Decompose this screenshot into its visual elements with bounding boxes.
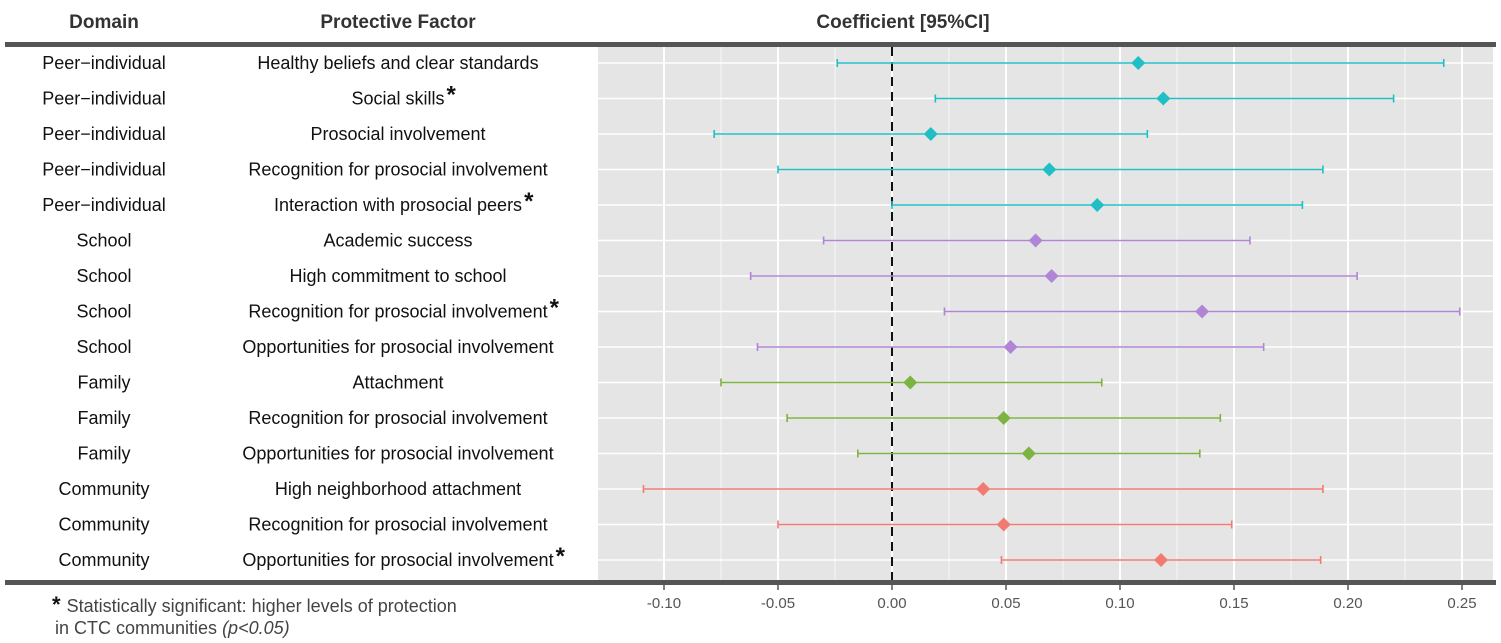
domain-cell: School [76,231,131,251]
factor-cell: Recognition for prosocial involvement [248,408,547,428]
table-row: Peer−individual Interaction with prosocia… [42,188,1304,215]
factor-cell: Recognition for prosocial involvement [248,302,547,322]
top-rule [5,42,1496,47]
point-estimate [923,127,938,141]
domain-cell: Peer−individual [42,53,166,73]
domain-cell: Peer−individual [42,160,166,180]
domain-cell: Family [78,408,131,428]
x-tick-label: 0.15 [1219,595,1248,612]
domain-cell: School [76,337,131,357]
x-axis: -0.10 -0.05 0.00 0.05 0.10 0.15 0.20 0.25 [647,585,1477,612]
point-estimate [996,517,1011,532]
factor-cell: Social skills [351,89,444,109]
x-tick-label: 0.05 [991,595,1020,612]
table-row: Peer−individual Social skills * [42,82,1395,109]
table-row: Peer−individual Recognition for prosocial… [42,160,1324,180]
factor-cell: Attachment [352,373,443,393]
domain-cell: Peer−individual [42,195,166,215]
point-estimate [1154,553,1169,567]
point-estimate [1042,162,1057,177]
x-tick-label: -0.05 [761,595,795,612]
footnote-line2: in CTC communities [55,618,218,638]
table-row: School Recognition for prosocial involvem… [76,295,1461,322]
factor-cell: Recognition for prosocial involvement [248,160,547,180]
x-tick-label: 0.25 [1447,595,1476,612]
factor-cell: Recognition for prosocial involvement [248,515,547,535]
significance-star: * [556,543,566,570]
domain-cell: School [76,302,131,322]
factor-cell: High commitment to school [289,266,506,286]
footnote: * Statistically significant: higher level… [52,594,457,639]
domain-cell: Family [78,373,131,393]
factor-column-header: Protective Factor [320,12,476,33]
table-row: School Academic success [76,231,1251,251]
point-estimate [1131,56,1146,70]
factor-cell: Opportunities for prosocial involvement [242,337,553,357]
factor-cell: Academic success [323,231,472,251]
significance-star: * [550,295,560,322]
significance-star: * [447,82,457,109]
footnote-line1: Statistically significant: higher levels… [66,596,457,616]
coefficient-column-header: Coefficient [95%CI] [816,12,989,33]
table-row: Family Recognition for prosocial involvem… [78,408,1222,428]
table-row: Peer−individual Healthy beliefs and clear… [42,53,1445,73]
point-estimate [996,411,1011,425]
domain-cell: Community [58,550,149,570]
point-estimate [1044,269,1059,283]
point-estimate [1021,446,1036,461]
table-row: Peer−individual Prosocial involvement [42,124,1149,144]
domain-cell: School [76,266,131,286]
table-rows: Peer−individual Healthy beliefs and clear… [42,53,1461,570]
x-tick-label: 0.20 [1333,595,1362,612]
factor-cell: Opportunities for prosocial involvement [242,444,553,464]
point-estimate [976,482,991,496]
table-row: School Opportunities for prosocial involv… [76,337,1265,357]
domain-cell: Family [78,444,131,464]
domain-cell: Community [58,479,149,499]
footnote-pvalue: (p<0.05) [222,618,290,638]
domain-column-header: Domain [69,12,139,33]
bottom-rule [5,580,1496,585]
x-tick-label: -0.10 [647,595,681,612]
point-estimate [1156,91,1171,106]
table-row: Community Recognition for prosocial invol… [58,515,1233,535]
factor-cell: High neighborhood attachment [275,479,521,499]
factor-cell: Interaction with prosocial peers [274,195,522,215]
x-tick-label: 0.00 [877,595,906,612]
point-estimate [1028,233,1043,248]
point-estimate [1003,340,1018,354]
domain-cell: Community [58,515,149,535]
point-estimate [903,375,918,390]
factor-cell: Opportunities for prosocial involvement [242,550,553,570]
domain-cell: Peer−individual [42,124,166,144]
domain-cell: Peer−individual [42,89,166,109]
table-row: School High commitment to school [76,266,1358,286]
factor-cell: Healthy beliefs and clear standards [257,53,538,73]
point-estimate [1195,304,1210,319]
table-row: Community Opportunities for prosocial inv… [58,543,1322,570]
point-estimate [1090,198,1105,212]
table-row: Family Attachment [78,373,1103,393]
table-row: Family Opportunities for prosocial involv… [78,444,1201,464]
footnote-star: * [52,592,61,617]
factor-cell: Prosocial involvement [310,124,485,144]
significance-star: * [524,188,534,215]
table-row: Community High neighborhood attachment [58,479,1324,499]
x-tick-label: 0.10 [1105,595,1134,612]
plot-panel [598,47,1493,580]
